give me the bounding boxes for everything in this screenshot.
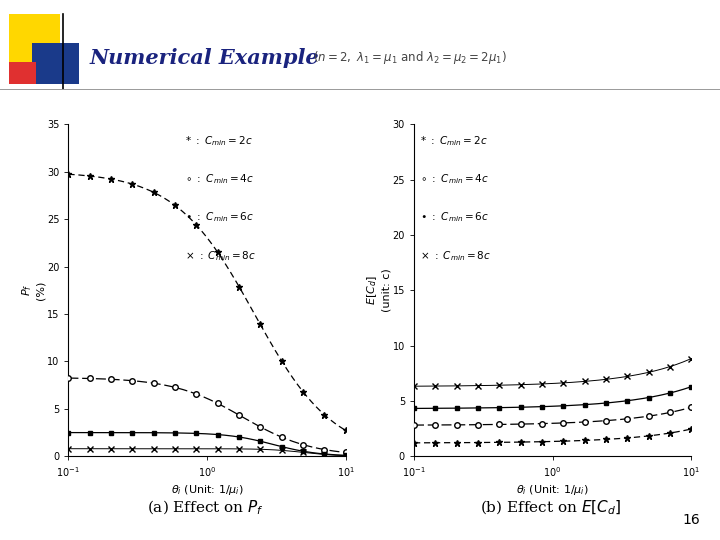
Text: 16: 16 [682, 512, 700, 526]
Text: $\bullet\ :\ C_{min} = 6c$: $\bullet\ :\ C_{min} = 6c$ [185, 211, 253, 224]
Text: (b) Effect on $E[C_d]$: (b) Effect on $E[C_d]$ [480, 498, 621, 517]
Bar [9, 14, 60, 68]
Text: $*\ :\ C_{min} = 2c$: $*\ :\ C_{min} = 2c$ [185, 134, 253, 148]
Text: $*\ :\ C_{min} = 2c$: $*\ :\ C_{min} = 2c$ [420, 134, 487, 148]
Text: Numerical Example: Numerical Example [90, 48, 320, 68]
Text: (a) Effect on $P_f$: (a) Effect on $P_f$ [147, 498, 264, 517]
Y-axis label: $P_f$
(%): $P_f$ (%) [20, 281, 45, 300]
X-axis label: $\theta_i$ (Unit: $1/\mu_i$): $\theta_i$ (Unit: $1/\mu_i$) [516, 483, 589, 497]
Text: $\times\ :\ C_{min} = 8c$: $\times\ :\ C_{min} = 8c$ [420, 249, 490, 262]
Bar [32, 43, 79, 84]
Text: $\circ\ :\ C_{min} = 4c$: $\circ\ :\ C_{min} = 4c$ [185, 172, 253, 186]
Bar [9, 62, 36, 84]
Text: $\bullet\ :\ C_{min} = 6c$: $\bullet\ :\ C_{min} = 6c$ [420, 211, 488, 224]
Y-axis label: $E[C_d]$
(unit: c): $E[C_d]$ (unit: c) [366, 268, 391, 312]
Text: $\circ\ :\ C_{min} = 4c$: $\circ\ :\ C_{min} = 4c$ [420, 172, 488, 186]
X-axis label: $\theta_i$ (Unit: $1/\mu_i$): $\theta_i$ (Unit: $1/\mu_i$) [171, 483, 243, 497]
Text: $\times\ :\ C_{min} = 8c$: $\times\ :\ C_{min} = 8c$ [185, 249, 256, 262]
Text: $(n = 2,\ \lambda_1 = \mu_1\ \mathrm{and}\ \lambda_2 = \mu_2 = 2\mu_1)$: $(n = 2,\ \lambda_1 = \mu_1\ \mathrm{and… [313, 49, 508, 66]
